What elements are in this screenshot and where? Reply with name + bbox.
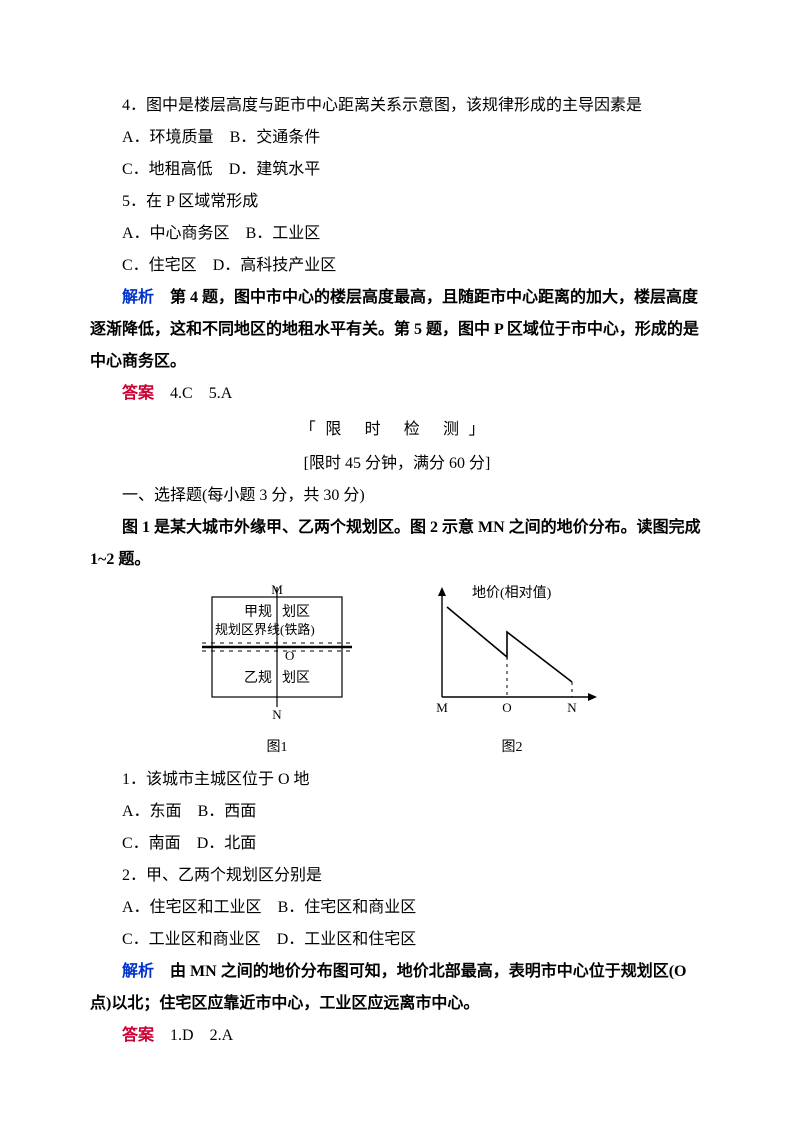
- fig1-caption: 图1: [182, 734, 372, 762]
- q4-row1: A．环境质量 B．交通条件: [90, 122, 704, 154]
- fig1-N: N: [272, 707, 282, 722]
- analysis1-body: 第 4 题，图中市中心的楼层高度最高，且随距市中心距离的加大，楼层高度逐渐降低，…: [90, 289, 699, 370]
- q1-stem: 1．该城市主城区位于 O 地: [90, 764, 704, 796]
- q1-b: B．西面: [198, 803, 257, 820]
- q1-d: D．北面: [197, 835, 257, 852]
- fig1-boundary: 规划区界线(铁路): [215, 622, 315, 637]
- q5-a: A．中心商务区: [122, 225, 230, 242]
- fig1-O: O: [285, 648, 294, 663]
- analysis1: 解析 第 4 题，图中市中心的楼层高度最高，且随距市中心距离的加大，楼层高度逐渐…: [90, 282, 704, 378]
- q4-a: A．环境质量: [122, 129, 214, 146]
- analysis2-body: 由 MN 之间的地价分布图可知，地价北部最高，表明市中心位于规划区(O 点)以北…: [90, 963, 686, 1012]
- figure2: 地价(相对值) M O N 图2: [412, 582, 612, 762]
- fig1-huaqu1: 划区: [282, 604, 310, 620]
- q5-row2: C．住宅区 D．高科技产业区: [90, 250, 704, 282]
- fig2-ylabel: 地价(相对值): [472, 585, 552, 601]
- q2-a: A．住宅区和工业区: [122, 899, 262, 916]
- fig1-huaqu2: 划区: [282, 670, 310, 686]
- fig2-svg: 地价(相对值) M O N: [412, 582, 612, 722]
- q4-b: B．交通条件: [230, 129, 321, 146]
- answer2: 答案 1.D 2.A: [90, 1020, 704, 1052]
- q4-row2: C．地租高低 D．建筑水平: [90, 154, 704, 186]
- section-title: 「限 时 检 测」: [90, 414, 704, 446]
- q4-d: D．建筑水平: [229, 161, 321, 178]
- fig2-N: N: [567, 700, 577, 715]
- fig1-svg: M N O 甲规 划区 乙规 划区 规划区界线(铁路): [182, 582, 372, 722]
- analysis2-label: 解析: [122, 963, 154, 980]
- fig1-jia: 甲规: [244, 604, 272, 620]
- q5-stem: 5．在 P 区域常形成: [90, 186, 704, 218]
- q2-stem: 2．甲、乙两个规划区分别是: [90, 860, 704, 892]
- q4-c: C．地租高低: [122, 161, 213, 178]
- q2-b: B．住宅区和商业区: [278, 899, 417, 916]
- q2-d: D．工业区和住宅区: [277, 931, 417, 948]
- answer1-body: 4.C 5.A: [170, 385, 232, 402]
- fig2-O: O: [502, 700, 511, 715]
- answer1: 答案 4.C 5.A: [90, 378, 704, 410]
- fig1-M: M: [271, 582, 283, 597]
- figure1: M N O 甲规 划区 乙规 划区 规划区界线(铁路) 图1: [182, 582, 372, 762]
- q1-c: C．南面: [122, 835, 181, 852]
- answer1-label: 答案: [122, 385, 154, 402]
- fig1-yi: 乙规: [244, 670, 272, 686]
- q5-b: B．工业区: [246, 225, 321, 242]
- fig2-M: M: [436, 700, 448, 715]
- part1: 一、选择题(每小题 3 分，共 30 分): [90, 480, 704, 512]
- analysis2: 解析 由 MN 之间的地价分布图可知，地价北部最高，表明市中心位于规划区(O 点…: [90, 956, 704, 1020]
- q1-a: A．东面: [122, 803, 182, 820]
- q2-row1: A．住宅区和工业区 B．住宅区和商业区: [90, 892, 704, 924]
- q2-row2: C．工业区和商业区 D．工业区和住宅区: [90, 924, 704, 956]
- section-title-text: 限 时 检 测: [325, 421, 468, 438]
- section-sub: [限时 45 分钟，满分 60 分]: [90, 448, 704, 480]
- q1-row1: A．东面 B．西面: [90, 796, 704, 828]
- q1-row2: C．南面 D．北面: [90, 828, 704, 860]
- answer2-label: 答案: [122, 1027, 154, 1044]
- answer2-body: 1.D 2.A: [170, 1027, 233, 1044]
- q4-stem: 4．图中是楼层高度与距市中心距离关系示意图，该规律形成的主导因素是: [90, 90, 704, 122]
- q2-c: C．工业区和商业区: [122, 931, 261, 948]
- q5-d: D．高科技产业区: [213, 257, 337, 274]
- figure-row: M N O 甲规 划区 乙规 划区 规划区界线(铁路) 图1 地价(相对值) M…: [90, 582, 704, 762]
- fig2-caption: 图2: [412, 734, 612, 762]
- analysis1-label: 解析: [122, 289, 154, 306]
- q5-row1: A．中心商务区 B．工业区: [90, 218, 704, 250]
- intro1: 图 1 是某大城市外缘甲、乙两个规划区。图 2 示意 MN 之间的地价分布。读图…: [90, 512, 704, 576]
- q5-c: C．住宅区: [122, 257, 197, 274]
